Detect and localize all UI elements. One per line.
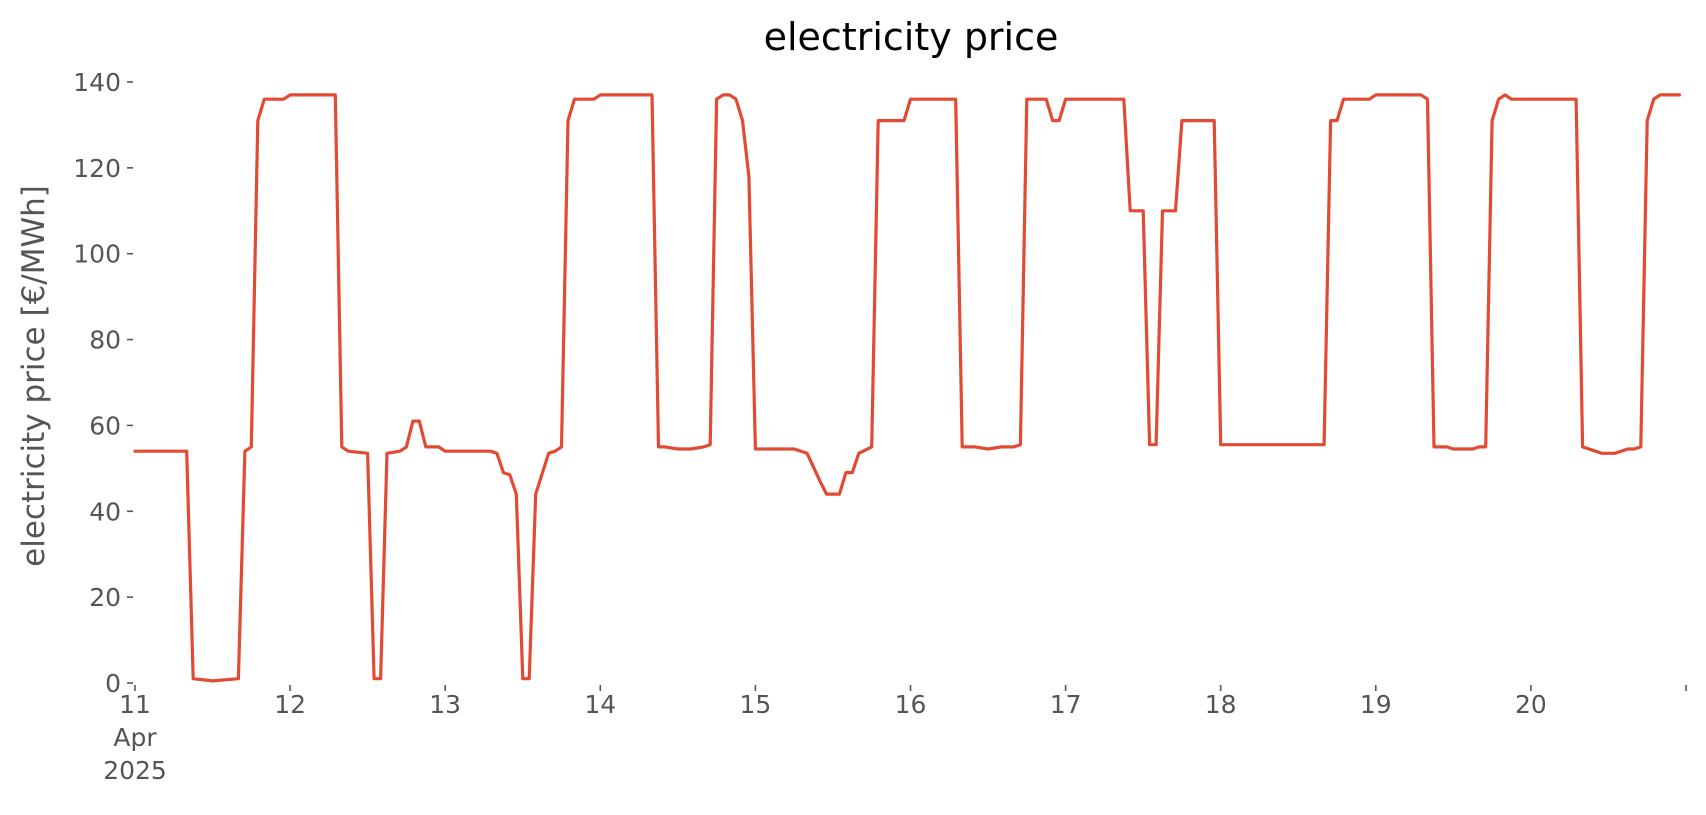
x-tick-label: 12 — [274, 690, 306, 719]
x-axis: 11 Apr 2025 12 13 14 15 16 17 18 19 20 — [103, 685, 1686, 785]
x-tick-label: 20 — [1515, 690, 1547, 719]
x-tick-label: 13 — [429, 690, 461, 719]
y-tick-label: 140 — [73, 68, 121, 97]
y-tick-label: 100 — [73, 240, 121, 269]
chart-title: electricity price — [764, 15, 1059, 59]
x-tick-label: 15 — [739, 690, 771, 719]
y-tick-label: 20 — [89, 583, 121, 612]
y-tick-label: 60 — [89, 411, 121, 440]
x-tick-label: 16 — [895, 690, 927, 719]
x-tick-label: 19 — [1360, 690, 1392, 719]
x-tick-label: 17 — [1050, 690, 1082, 719]
y-tick-label: 40 — [89, 497, 121, 526]
series-line-0 — [135, 95, 1680, 681]
x-tick-label: 2025 — [103, 756, 167, 785]
x-tick-label: 18 — [1205, 690, 1237, 719]
y-axis-label: electricity price [€/MWh] — [16, 185, 52, 567]
x-tick-label: 11 — [119, 690, 151, 719]
x-tick-label: 14 — [584, 690, 616, 719]
x-tick-label: Apr — [113, 723, 157, 752]
y-tick-label: 80 — [89, 326, 121, 355]
plot-area — [135, 95, 1680, 681]
y-tick-label: 120 — [73, 154, 121, 183]
